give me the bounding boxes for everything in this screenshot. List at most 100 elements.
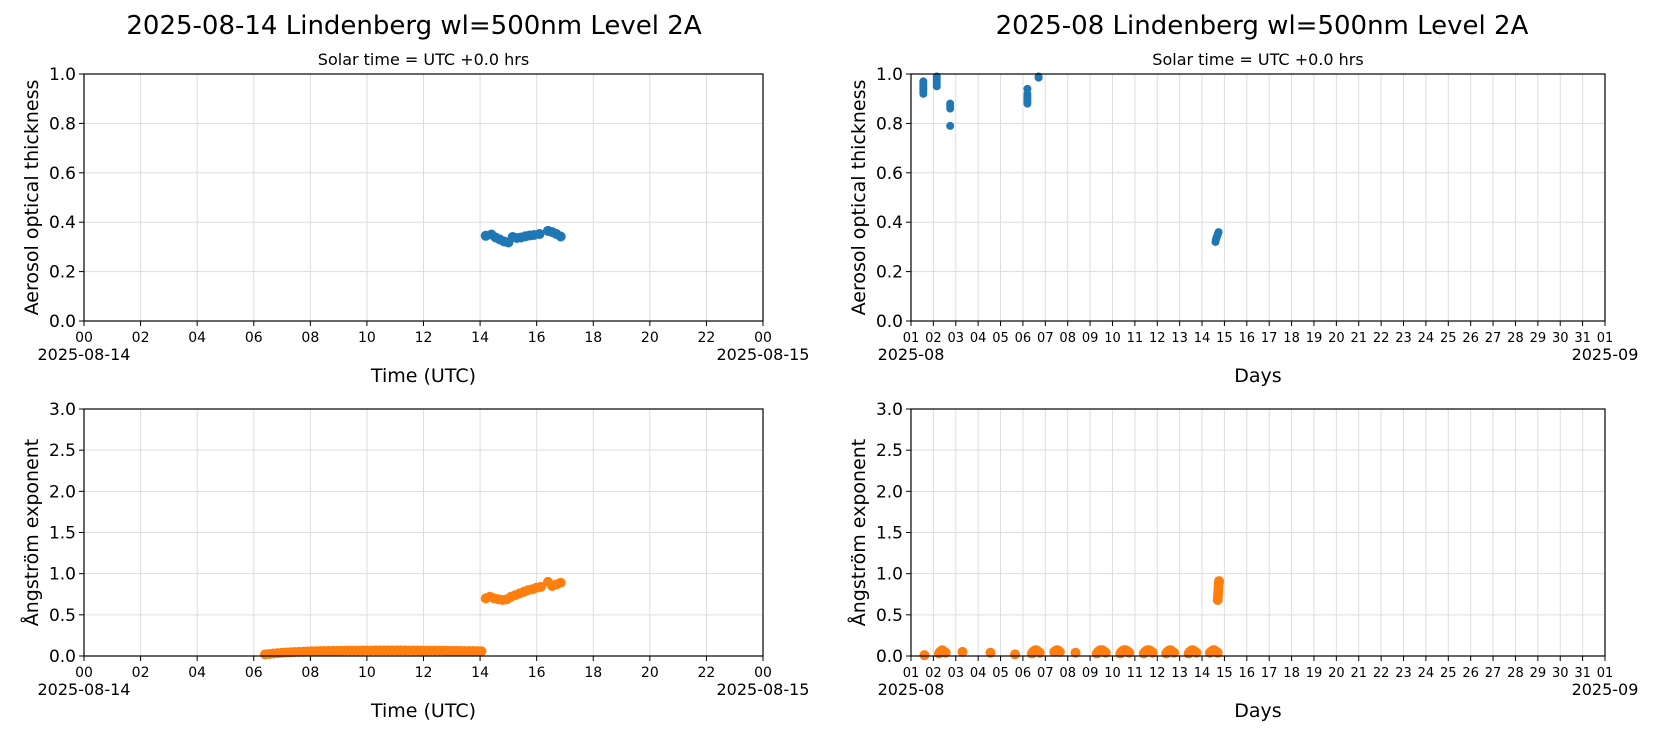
- x-tick-label: 21: [1350, 666, 1367, 681]
- right-figure-title: 2025-08 Lindenberg wl=500nm Level 2A: [996, 11, 1529, 41]
- x-tick-label: 16: [1239, 666, 1256, 681]
- x-tick-label: 14: [471, 665, 489, 681]
- y-tick-label: 0.4: [876, 213, 903, 233]
- y-axis-label: Aerosol optical thickness: [848, 80, 870, 316]
- data-point: [1034, 73, 1043, 82]
- x-tick-label: 01: [1597, 331, 1614, 346]
- x-tick-label: 02: [925, 666, 942, 681]
- x-tick-label: 08: [301, 665, 319, 681]
- data-point: [932, 82, 941, 91]
- x-tick-label: 02: [132, 665, 150, 681]
- y-tick-label: 0.6: [49, 164, 76, 184]
- x-tick-label: 11: [1127, 331, 1144, 346]
- x-tick-label: 24: [1418, 331, 1435, 346]
- x-tick-label: 10: [1104, 666, 1121, 681]
- y-tick-label: 1.5: [876, 524, 903, 544]
- x-tick-label: 22: [698, 330, 716, 346]
- x-tick-label: 30: [1552, 666, 1569, 681]
- x-tick-label: 18: [1283, 666, 1300, 681]
- data-point: [534, 229, 545, 240]
- y-tick-label: 0.6: [876, 164, 903, 184]
- x-tick-label: 06: [245, 330, 263, 346]
- x-tick-label: 29: [1530, 331, 1547, 346]
- x-end-label: 2025-08-15: [717, 345, 810, 364]
- x-tick-label: 20: [641, 330, 659, 346]
- x-tick-label: 00: [754, 330, 772, 346]
- x-tick-label: 20: [1328, 666, 1345, 681]
- x-tick-label: 12: [1149, 666, 1166, 681]
- y-tick-label: 1.5: [49, 524, 76, 544]
- x-tick-label: 03: [948, 666, 965, 681]
- x-tick-label: 20: [1328, 331, 1345, 346]
- y-tick-label: 2.0: [49, 482, 76, 502]
- x-tick-label: 04: [970, 331, 987, 346]
- x-tick-label: 03: [948, 331, 965, 346]
- y-tick-label: 0.8: [49, 114, 76, 134]
- x-tick-label: 27: [1485, 666, 1502, 681]
- x-tick-label: 23: [1395, 331, 1412, 346]
- daily-aot-chart: 00 02 04 06 08 10 12 14 16 18 20 22 000.00.20.40.60.…: [21, 50, 809, 387]
- x-tick-label: 05: [992, 331, 1009, 346]
- x-tick-label: 17: [1261, 331, 1278, 346]
- data-point: [1169, 647, 1180, 658]
- x-tick-label: 30: [1552, 331, 1569, 346]
- y-tick-label: 1.0: [876, 65, 903, 85]
- data-point: [1034, 647, 1045, 658]
- x-tick-label: 29: [1530, 666, 1547, 681]
- x-tick-label: 11: [1127, 666, 1144, 681]
- data-point: [919, 89, 928, 98]
- x-tick-label: 05: [992, 666, 1009, 681]
- data-point: [1212, 647, 1223, 658]
- x-tick-label: 15: [1216, 331, 1233, 346]
- x-tick-label: 10: [358, 330, 376, 346]
- data-point: [535, 581, 546, 592]
- x-tick-label: 12: [1149, 331, 1166, 346]
- y-axis-label: Ångström exponent: [20, 439, 43, 627]
- x-tick-label: 19: [1306, 666, 1323, 681]
- x-tick-label: 16: [528, 665, 546, 681]
- x-tick-label: 16: [1239, 331, 1256, 346]
- monthly-angstrom-chart: 01 02 03 04 05 06 07 08 09 10 11 12 13 14 15 16 17 18 19 20…: [847, 400, 1638, 722]
- x-tick-label: 26: [1462, 666, 1479, 681]
- data-point: [1147, 647, 1158, 658]
- x-end-label: 2025-09: [1572, 345, 1639, 364]
- y-tick-label: 1.0: [49, 565, 76, 585]
- x-axis-label: Days: [1234, 700, 1281, 722]
- y-tick-label: 0.0: [49, 647, 76, 667]
- x-tick-label: 08: [1059, 666, 1076, 681]
- x-tick-label: 12: [415, 665, 433, 681]
- x-tick-label: 07: [1037, 666, 1054, 681]
- x-tick-label: 18: [584, 330, 602, 346]
- y-axis-label: Ångström exponent: [847, 439, 870, 627]
- data-point: [940, 647, 951, 658]
- data-point: [555, 231, 566, 242]
- x-tick-label: 13: [1171, 331, 1188, 346]
- x-axis-label: Time (UTC): [370, 365, 476, 387]
- y-tick-label: 3.0: [49, 400, 76, 420]
- x-tick-label: 14: [471, 330, 489, 346]
- x-tick-label: 28: [1507, 666, 1524, 681]
- x-tick-label: 16: [528, 330, 546, 346]
- y-tick-label: 1.0: [49, 65, 76, 85]
- y-tick-label: 0.5: [49, 606, 76, 626]
- data-point: [1054, 646, 1065, 657]
- data-point: [919, 650, 930, 661]
- x-tick-label: 02: [925, 331, 942, 346]
- x-tick-label: 12: [415, 330, 433, 346]
- data-point: [1214, 228, 1223, 237]
- x-tick-label: 01: [903, 666, 920, 681]
- x-tick-label: 24: [1418, 666, 1435, 681]
- data-point: [946, 104, 955, 113]
- x-tick-label: 13: [1171, 666, 1188, 681]
- x-tick-label: 06: [1015, 666, 1032, 681]
- left-figure-title: 2025-08-14 Lindenberg wl=500nm Level 2A: [126, 11, 701, 41]
- daily-angstrom-chart: 00 02 04 06 08 10 12 14 16 18 20 22 000.00.51.01.52.…: [20, 400, 809, 722]
- y-tick-label: 2.5: [876, 441, 903, 461]
- y-tick-label: 0.2: [49, 263, 76, 283]
- x-tick-label: 18: [584, 665, 602, 681]
- data-point: [476, 646, 487, 657]
- y-tick-label: 0.0: [876, 647, 903, 667]
- x-tick-label: 14: [1194, 666, 1211, 681]
- x-tick-label: 08: [301, 330, 319, 346]
